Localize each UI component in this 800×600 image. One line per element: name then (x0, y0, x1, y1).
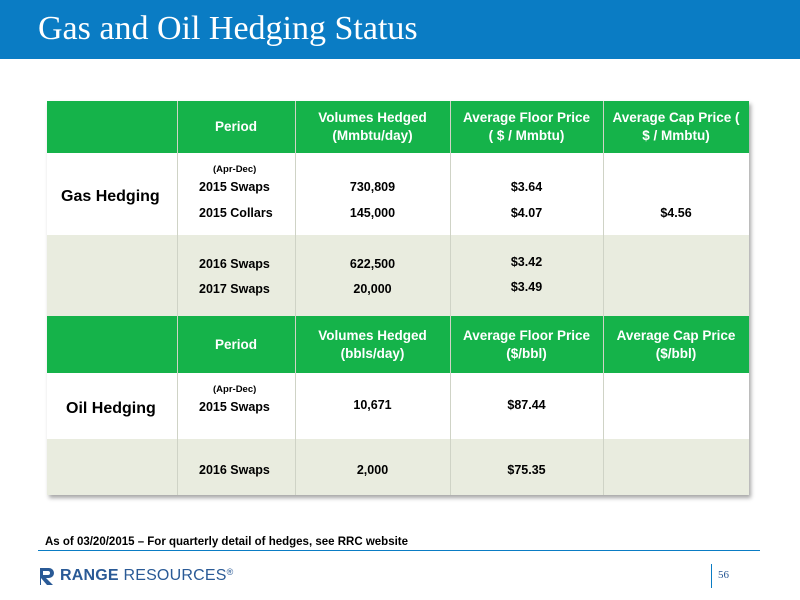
gas-row-4-floor: $3.49 (510, 280, 543, 294)
gas-row-1-floor: $3.64 (510, 180, 543, 194)
footnote: As of 03/20/2015 – For quarterly detail … (45, 536, 409, 548)
title-bar: Gas and Oil Hedging Status (0, 0, 800, 59)
gas-header-volumes: Volumes Hedged (Mmbtu/day) (318, 110, 427, 143)
oil-2015-block: Oil Hedging (Apr-Dec) 2015 Swaps 10,671 … (47, 373, 749, 439)
gas-row-3-volume: 622,500 (349, 257, 396, 271)
logo-word-resources: RESOURCES (123, 567, 227, 584)
oil-2016-block: 2016 Swaps 2,000 $75.35 (47, 439, 749, 495)
column-divider (295, 101, 296, 495)
gas-row-4-period: 2017 Swaps (199, 282, 270, 296)
column-divider (603, 101, 604, 495)
gas-row-1-period: 2015 Swaps (199, 180, 270, 194)
gas-row-2-cap: $4.56 (660, 206, 692, 220)
oil-header-cap: Average Cap Price ($/bbl) (616, 327, 736, 361)
gas-row-1-volume: 730,809 (349, 180, 396, 194)
oil-period-note: (Apr-Dec) (213, 384, 257, 395)
gas-row-2-volume: 145,000 (349, 206, 396, 220)
gas-row-2-period: 2015 Collars (199, 206, 273, 220)
gas-2015-block: Gas Hedging (Apr-Dec) 2015 Swaps 730,809… (47, 153, 749, 235)
footer-rule (38, 550, 760, 551)
oil-row-1-period: 2015 Swaps (199, 400, 270, 414)
oil-row-2-period: 2016 Swaps (199, 463, 270, 477)
column-divider (450, 101, 451, 495)
gas-header-cap: Average Cap Price ( $ / Mmbtu) (612, 110, 740, 143)
page-number: 56 (718, 569, 729, 581)
gas-period-note: (Apr-Dec) (213, 164, 257, 175)
oil-row-1-volume: 10,671 (353, 398, 392, 412)
gas-header-row: Period Volumes Hedged (Mmbtu/day) Averag… (47, 101, 749, 153)
gas-row-3-floor: $3.42 (510, 255, 543, 269)
gas-header-period: Period (214, 119, 257, 134)
oil-row-1-floor: $87.44 (507, 398, 546, 412)
logo-wordmark: RANGE RESOURCES® (60, 567, 233, 585)
gas-row-2-floor: $4.07 (510, 206, 543, 220)
gas-row-3-period: 2016 Swaps (199, 257, 270, 271)
oil-section-label: Oil Hedging (66, 400, 156, 417)
hedging-table: Period Volumes Hedged (Mmbtu/day) Averag… (47, 101, 749, 495)
logo-registered-mark: ® (226, 567, 234, 577)
gas-header-floor: Average Floor Price ( $ / Mmbtu) (462, 110, 591, 143)
slide-title: Gas and Oil Hedging Status (38, 10, 418, 47)
gas-row-4-volume: 20,000 (353, 282, 392, 296)
page-number-separator (711, 564, 712, 588)
oil-row-2-volume: 2,000 (356, 463, 389, 477)
oil-row-2-floor: $75.35 (507, 463, 546, 477)
oil-header-period: Period (214, 336, 257, 352)
gas-2016-block: 2016 Swaps 622,500 $3.42 2017 Swaps 20,0… (47, 235, 749, 316)
column-divider (177, 101, 178, 495)
oil-header-row: Period Volumes Hedged (bbls/day) Average… (47, 316, 749, 373)
oil-header-floor: Average Floor Price ($/bbl) (462, 327, 591, 361)
range-logo-icon (40, 568, 54, 585)
oil-header-volumes: Volumes Hedged (bbls/day) (318, 327, 427, 361)
gas-section-label: Gas Hedging (61, 188, 160, 205)
logo-word-range: RANGE (60, 567, 119, 584)
